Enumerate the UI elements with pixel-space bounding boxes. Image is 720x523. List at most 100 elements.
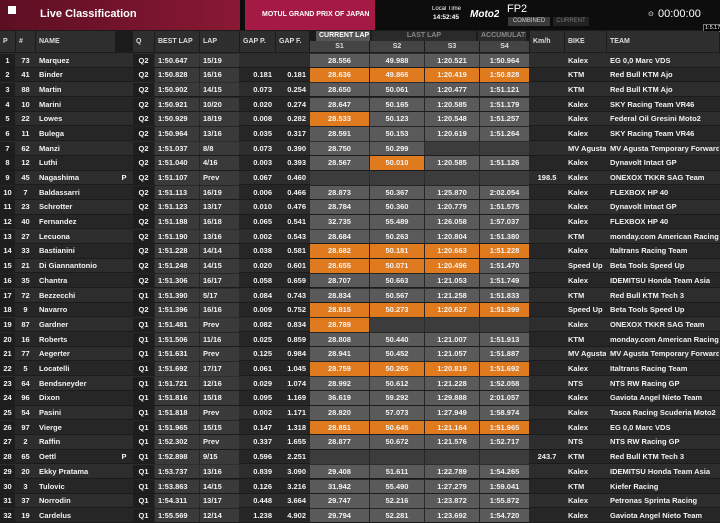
bike: Kalex — [568, 393, 589, 403]
sector-4: 1:58.974 — [480, 406, 529, 420]
team: monday.com American Racing — [610, 334, 719, 344]
qualifying: Q1 — [133, 464, 154, 479]
sector-1: 28.877 — [310, 435, 369, 450]
gap-first: 0.460 — [287, 173, 306, 183]
gap-first: 2.251 — [287, 452, 306, 462]
speed — [530, 112, 564, 126]
team: Gaviota Angel Nieto Team — [610, 510, 703, 520]
number: 87 — [21, 319, 30, 329]
sector-2: 50.612 — [370, 376, 424, 391]
sector-2: 50.153 — [370, 126, 424, 141]
sector-4: 1:52.717 — [480, 435, 529, 450]
sector-2: 50.567 — [370, 288, 424, 303]
gap-first: 1.171 — [287, 408, 306, 418]
icon — [8, 6, 16, 14]
sector-3 — [425, 450, 479, 464]
best-lap: 1:51.123 — [155, 200, 199, 214]
sector-1: 28.789 — [310, 317, 369, 332]
sector-4: 1:51.749 — [480, 273, 529, 288]
sector-2: 50.123 — [370, 112, 424, 126]
sector-2: 51.611 — [370, 464, 424, 479]
bike: Speed Up — [568, 261, 603, 271]
gap-first: 3.664 — [287, 496, 306, 506]
sector-4 — [480, 450, 529, 464]
sector-4: 1:51.399 — [480, 303, 529, 317]
bike: Kalex — [568, 187, 589, 197]
sector-4: 2:02.054 — [480, 185, 529, 200]
sector-2 — [370, 317, 424, 332]
sector-tab[interactable]: CURRENT LAP — [316, 31, 370, 41]
sector-tab[interactable]: LAST LAP — [372, 31, 476, 41]
session: FP2 — [507, 3, 528, 15]
team: FLEXBOX HP 40 — [610, 217, 669, 227]
sector-2 — [370, 450, 424, 464]
rider: Lowes — [39, 114, 63, 124]
lap: 13/16 — [200, 464, 239, 479]
local-time-label: Local Time — [432, 6, 462, 12]
sector-4: 1:51.264 — [480, 126, 529, 141]
sector-2: 50.440 — [370, 332, 424, 347]
bike: Kalex — [568, 275, 589, 285]
sector-3: 1:20.779 — [425, 200, 479, 214]
qualifying: Q1 — [133, 435, 154, 450]
gap-first — [276, 54, 309, 68]
sector-1: 28.750 — [310, 141, 369, 156]
best-lap: 1:51.188 — [155, 215, 199, 229]
lap: 12/16 — [200, 376, 239, 391]
team: Red Bull KTM Ajo — [610, 84, 673, 94]
team: IDEMITSU Honda Team Asia — [610, 466, 711, 476]
sector-3: 1:26.058 — [425, 215, 479, 229]
gap-previous: 0.082 — [253, 319, 272, 329]
speed — [530, 83, 564, 97]
team: Beta Tools Speed Up — [610, 305, 685, 315]
best-lap: 1:51.040 — [155, 156, 199, 170]
gap-first: 0.743 — [287, 290, 306, 300]
rider: Bendsneyder — [39, 378, 87, 388]
column-header: Q — [133, 31, 154, 52]
tab[interactable]: CURRENT — [553, 17, 589, 26]
column-header: S4 — [480, 41, 529, 52]
rider: Vierge — [39, 422, 62, 432]
sector-3: 1:20.585 — [425, 156, 479, 170]
rider: Luthi — [39, 158, 58, 168]
sector-tab[interactable]: ACCUMULATED — [478, 31, 526, 41]
sector-3: 1:27.279 — [425, 479, 479, 494]
tab[interactable]: COMBINED — [508, 17, 550, 26]
position: 11 — [0, 200, 15, 214]
rider: Norrodin — [39, 496, 71, 506]
gap-first: 1.318 — [287, 422, 306, 432]
best-lap: 1:51.965 — [155, 420, 199, 435]
speed — [530, 244, 564, 258]
sector-1: 28.834 — [310, 288, 369, 303]
sector-1: 29.747 — [310, 494, 369, 508]
best-lap: 1:53.737 — [155, 464, 199, 479]
qualifying: Q2 — [133, 82, 154, 97]
column-header: Km/h — [530, 31, 564, 52]
sector-3: 1:22.789 — [425, 464, 479, 479]
sector-4: 1:55.872 — [480, 494, 529, 508]
sector-2: 50.165 — [370, 97, 424, 112]
team: Beta Tools Speed Up — [610, 261, 685, 271]
bike: MV Agusta — [568, 143, 606, 153]
column-header: GAP F. — [276, 31, 309, 52]
sector-3: 1:29.888 — [425, 391, 479, 405]
lap: 15/19 — [200, 53, 239, 68]
sector-2: 50.452 — [370, 347, 424, 361]
rider: Oettl — [39, 452, 57, 462]
gap-first: 0.390 — [287, 143, 306, 153]
gap-previous: 0.337 — [253, 437, 272, 447]
bike: KTM — [568, 290, 585, 300]
sector-3 — [425, 171, 479, 185]
lap: Prev — [200, 435, 239, 450]
speed — [530, 230, 564, 244]
best-lap: 1:51.818 — [155, 406, 199, 420]
column-header: LAP — [200, 31, 239, 52]
qualifying: Q1 — [133, 347, 154, 361]
position: 23 — [0, 376, 15, 391]
number: 41 — [21, 70, 30, 80]
rider: Nagashima — [39, 173, 80, 183]
column-header: # — [16, 31, 35, 52]
rider: Di Giannantonio — [39, 261, 97, 271]
team: Petronas Sprinta Racing — [610, 496, 698, 506]
speed — [530, 509, 564, 523]
